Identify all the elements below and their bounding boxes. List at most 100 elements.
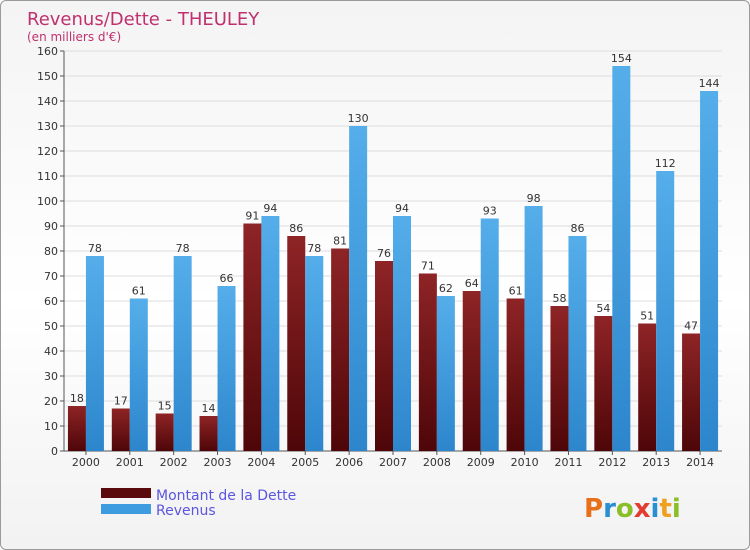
bar-dette-2010 (506, 298, 525, 451)
logo-letter: o (616, 494, 634, 524)
bar-dette-2001 (111, 408, 130, 451)
value-label-dette-2004: 91 (245, 210, 259, 223)
value-label-dette-2002: 15 (158, 400, 172, 413)
x-tick-label: 2005 (291, 456, 319, 469)
bar-dette-2011 (550, 306, 569, 451)
bar-dette-2006 (331, 248, 350, 451)
proxiti-logo-text: Proxiti (584, 494, 681, 524)
bar-dette-2008 (418, 273, 437, 451)
logo-letter: t (659, 494, 671, 524)
bar-revenus-2000 (85, 256, 104, 451)
axes: 0 10 20 30 40 50 60 70 80 90 100 110 120 130 140 150 160… (37, 45, 722, 469)
y-tick-label: 150 (37, 70, 58, 83)
bar-revenus-2005 (305, 256, 324, 451)
value-label-revenus-2006: 130 (348, 112, 369, 125)
y-tick-label: 140 (37, 95, 58, 108)
y-tick-label: 10 (44, 420, 58, 433)
y-tick-label: 160 (37, 45, 58, 58)
value-label-dette-2005: 86 (289, 222, 303, 235)
x-tick-label: 2006 (335, 456, 363, 469)
y-tick-label: 90 (44, 220, 58, 233)
legend-label-revenus: Revenus (156, 503, 216, 519)
y-tick-label: 40 (44, 345, 58, 358)
bar-revenus-2002 (173, 256, 192, 451)
y-tick-label: 0 (51, 445, 58, 458)
bar-dette-2014 (682, 333, 701, 451)
x-tick-label: 2000 (72, 456, 100, 469)
bar-dette-2007 (375, 261, 393, 451)
x-tick-label: 2003 (204, 456, 232, 469)
value-label-revenus-2009: 93 (483, 205, 497, 218)
bar-dette-2012 (594, 316, 613, 451)
y-tick-label: 120 (37, 145, 58, 158)
bar-revenus-2010 (524, 206, 543, 451)
value-label-revenus-2013: 112 (655, 157, 676, 170)
y-tick-label: 110 (37, 170, 58, 183)
value-label-dette-2001: 17 (114, 395, 128, 408)
value-label-revenus-2002: 78 (176, 242, 190, 255)
value-label-dette-2010: 61 (509, 285, 523, 298)
bars (67, 66, 719, 451)
x-tick-label: 2012 (598, 456, 626, 469)
y-tick-label: 50 (44, 320, 58, 333)
legend: Montant de la Dette Revenus (101, 488, 296, 519)
x-tick-label: 2001 (116, 456, 144, 469)
x-tick-label: 2004 (247, 456, 275, 469)
value-label-revenus-2011: 86 (570, 222, 584, 235)
value-label-dette-2012: 54 (596, 302, 610, 315)
bar-revenus-2011 (568, 236, 587, 451)
value-label-revenus-2014: 144 (699, 77, 720, 90)
legend-label-dette: Montant de la Dette (156, 488, 296, 504)
bar-revenus-2014 (700, 91, 719, 451)
value-label-dette-2006: 81 (333, 235, 347, 248)
value-label-dette-2013: 51 (640, 310, 654, 323)
chart-subtitle: (en milliers d'€) (27, 30, 121, 44)
bar-dette-2002 (155, 413, 174, 451)
bar-revenus-2008 (436, 296, 455, 451)
logo-letter: P (584, 494, 603, 524)
value-label-dette-2009: 64 (465, 277, 479, 290)
value-label-revenus-2000: 78 (88, 242, 102, 255)
y-tick-label: 20 (44, 395, 58, 408)
value-labels: 18 78 17 61 15 78 14 66 91 94 86 78 81 130 76 94 71 62 64 9… (70, 52, 720, 415)
bar-dette-2005 (287, 236, 306, 451)
chart-title: Revenus/Dette - THEULEY (27, 9, 260, 30)
bar-dette-2004 (243, 223, 262, 451)
bar-revenus-2006 (349, 126, 368, 451)
y-tick-label: 70 (44, 270, 58, 283)
bar-revenus-2001 (129, 298, 148, 451)
proxiti-logo: Proxiti (584, 494, 681, 524)
value-label-revenus-2010: 98 (527, 192, 541, 205)
value-label-revenus-2008: 62 (439, 282, 453, 295)
value-label-dette-2011: 58 (552, 292, 566, 305)
x-tick-label: 2011 (554, 456, 582, 469)
y-tick-label: 80 (44, 245, 58, 258)
value-label-dette-2008: 71 (421, 260, 435, 273)
value-label-revenus-2003: 66 (220, 272, 234, 285)
bar-revenus-2003 (217, 286, 236, 451)
logo-letter: x (634, 494, 651, 524)
x-tick-label: 2010 (511, 456, 539, 469)
value-label-revenus-2007: 94 (395, 202, 409, 215)
y-tick-label: 130 (37, 120, 58, 133)
x-tick-label: 2009 (467, 456, 495, 469)
bar-revenus-2012 (612, 66, 631, 451)
bar-dette-2003 (199, 416, 218, 451)
bar-dette-2009 (462, 291, 481, 451)
x-tick-label: 2014 (686, 456, 714, 469)
bar-dette-2000 (67, 406, 86, 451)
bar-dette-2013 (638, 323, 657, 451)
value-label-dette-2000: 18 (70, 392, 84, 405)
legend-swatch-dette (101, 488, 151, 498)
y-tick-label: 60 (44, 295, 58, 308)
legend-item-dette: Montant de la Dette (101, 488, 296, 504)
x-tick-label: 2007 (379, 456, 407, 469)
legend-swatch-revenus (101, 504, 151, 514)
legend-item-revenus: Revenus (101, 503, 216, 519)
value-label-revenus-2001: 61 (132, 285, 146, 298)
logo-letter: i (672, 494, 681, 524)
y-tick-label: 100 (37, 195, 58, 208)
value-label-dette-2007: 76 (377, 247, 391, 260)
